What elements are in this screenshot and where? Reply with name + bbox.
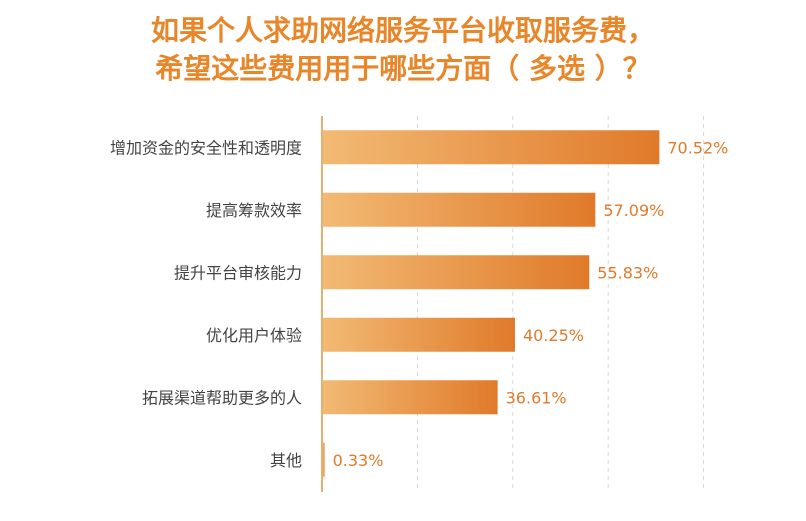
bar xyxy=(323,442,325,477)
bar xyxy=(323,317,515,352)
bar xyxy=(323,380,498,415)
chart-title-line-1: 如果个人求助网络服务平台收取服务费， xyxy=(150,14,655,47)
value-label: 0.33% xyxy=(333,451,384,470)
category-label: 优化用户体验 xyxy=(206,326,302,345)
category-label: 其他 xyxy=(270,451,302,470)
category-label: 提升平台审核能力 xyxy=(174,263,302,282)
category-label: 增加资金的安全性和透明度 xyxy=(110,138,302,157)
chart-title-line-2: 希望这些费用用于哪些方面（ 多选 ）？ xyxy=(155,52,651,85)
value-label: 70.52% xyxy=(667,138,728,157)
bar xyxy=(323,192,596,227)
bar xyxy=(323,255,590,290)
category-label: 拓展渠道帮助更多的人 xyxy=(142,388,302,407)
bar xyxy=(323,130,660,165)
value-label: 57.09% xyxy=(603,201,664,220)
value-label: 55.83% xyxy=(597,263,658,282)
value-label: 36.61% xyxy=(506,388,567,407)
category-label: 提高筹款效率 xyxy=(206,201,302,220)
value-label: 40.25% xyxy=(523,326,584,345)
